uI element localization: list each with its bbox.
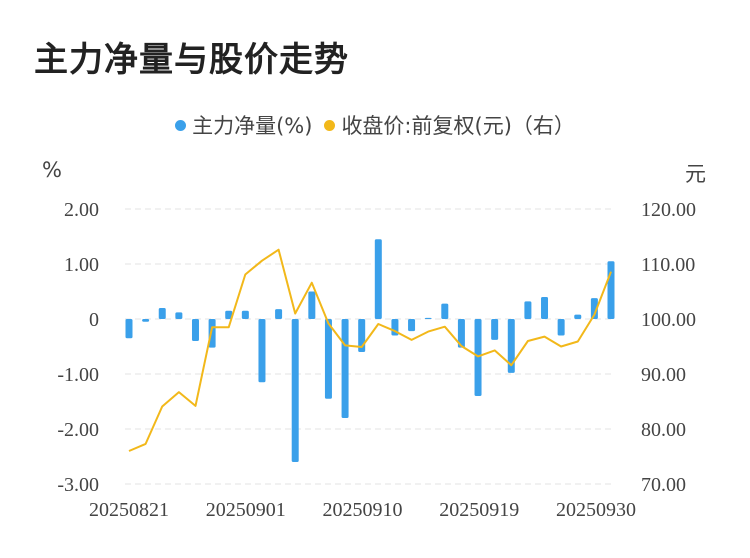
legend-bar-marker-icon: [175, 119, 187, 131]
bar: [607, 261, 615, 319]
left-axis-tick-label: 1.00: [64, 254, 99, 276]
bar: [524, 301, 532, 319]
right-axis-tick-label: 100.00: [641, 309, 696, 331]
bar: [258, 319, 266, 383]
bar: [457, 319, 465, 348]
legend-label-net-volume: 主力净量(%): [192, 114, 313, 138]
right-axis-tick-label: 120.00: [641, 199, 696, 221]
bar: [275, 309, 283, 319]
bar: [408, 319, 416, 332]
bar: [158, 308, 166, 319]
legend: 主力净量(%) 收盘价:前复权(元)（右）: [0, 110, 750, 140]
bar: [441, 303, 449, 319]
bar: [424, 317, 432, 319]
legend-line-marker-icon: [324, 119, 336, 131]
x-axis-tick-label: 20250910: [323, 499, 403, 521]
left-axis-tick-label: 2.00: [64, 199, 99, 221]
right-axis-unit: 元: [685, 162, 706, 186]
left-axis-unit: %: [42, 158, 62, 182]
chart-title: 主力净量与股价走势: [34, 40, 349, 80]
bar: [125, 319, 133, 339]
left-axis-tick-label: -1.00: [57, 364, 99, 386]
left-axis-tick-label: -3.00: [57, 474, 99, 496]
close-price-line: [128, 248, 612, 452]
bar: [474, 319, 482, 396]
bar: [208, 319, 216, 348]
bar: [374, 239, 382, 319]
x-axis-tick-label: 20250919: [439, 499, 519, 521]
x-axis-tick-label: 20250821: [89, 499, 169, 521]
legend-item-close-price[interactable]: 收盘价:前复权(元)（右）: [324, 110, 575, 140]
right-axis-tick-label: 70.00: [641, 474, 686, 496]
bar: [341, 319, 349, 418]
right-axis-tick-label: 110.00: [641, 254, 695, 276]
bar: [191, 319, 199, 341]
left-axis-tick-label: 0: [89, 309, 99, 331]
left-axis-tick-label: -2.00: [57, 419, 99, 441]
bar: [491, 319, 499, 340]
bar: [241, 310, 249, 319]
bar: [142, 319, 150, 322]
bar: [507, 319, 515, 373]
bar: [541, 297, 549, 319]
bar: [324, 319, 332, 399]
bar: [574, 314, 582, 319]
legend-item-net-volume[interactable]: 主力净量(%): [175, 110, 312, 140]
bar: [291, 319, 299, 462]
bar: [590, 298, 598, 319]
legend-label-close-price: 收盘价:前复权(元)（右）: [341, 114, 575, 138]
x-axis-tick-label: 20250901: [206, 499, 286, 521]
bar: [557, 319, 565, 336]
right-axis-tick-label: 90.00: [641, 364, 686, 386]
right-axis-tick-label: 80.00: [641, 419, 686, 441]
bar: [225, 310, 233, 319]
x-axis-tick-label: 20250930: [556, 499, 636, 521]
bar: [308, 291, 316, 319]
bar: [175, 312, 183, 319]
